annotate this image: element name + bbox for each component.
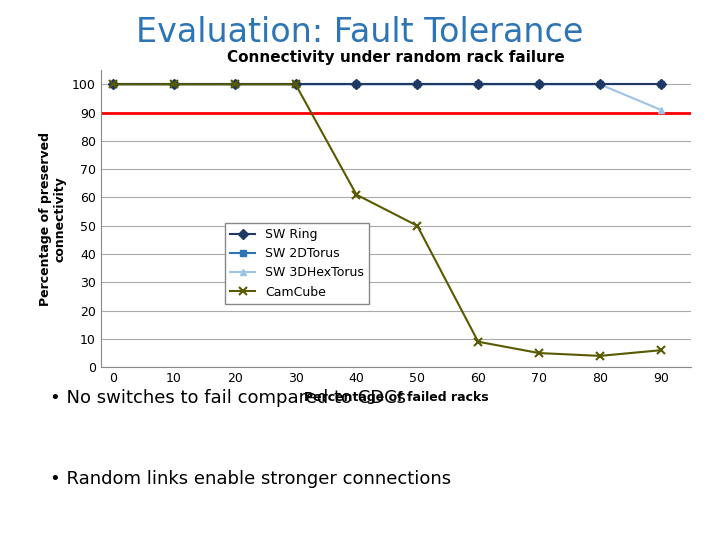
X-axis label: Percentage of failed racks: Percentage of failed racks [304,390,488,403]
Text: • Random links enable stronger connections: • Random links enable stronger connectio… [50,470,451,488]
Text: Evaluation: Fault Tolerance: Evaluation: Fault Tolerance [136,16,584,49]
Text: • No switches to fail compared to CDCs: • No switches to fail compared to CDCs [50,389,406,407]
Title: Connectivity under random rack failure: Connectivity under random rack failure [227,50,565,65]
Y-axis label: Percentage of preserved
connectivity: Percentage of preserved connectivity [38,132,66,306]
Legend: SW Ring, SW 2DTorus, SW 3DHexTorus, CamCube: SW Ring, SW 2DTorus, SW 3DHexTorus, CamC… [225,223,369,303]
